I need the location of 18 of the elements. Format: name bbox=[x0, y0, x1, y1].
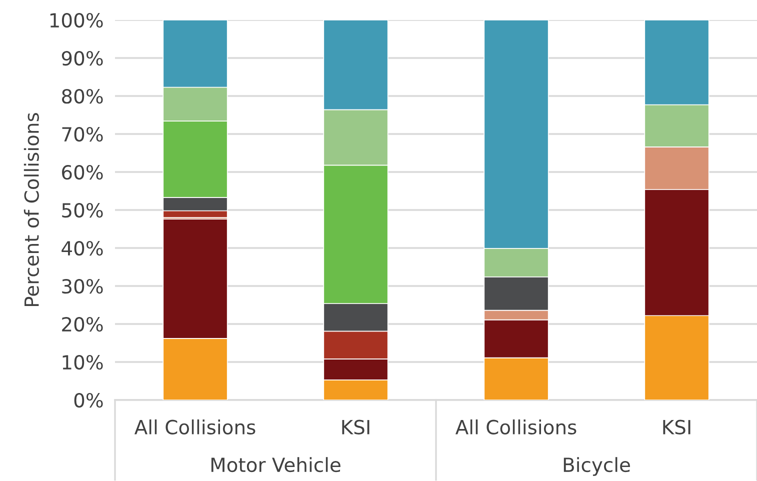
y-tick-label: 10% bbox=[62, 354, 103, 370]
y-tick-label: 80% bbox=[62, 88, 103, 104]
y-tick-label: 20% bbox=[62, 316, 103, 332]
x-tick-label: KSI bbox=[663, 420, 690, 434]
y-tick-label: 0% bbox=[74, 392, 103, 408]
x-tick-label: KSI bbox=[342, 420, 370, 434]
y-tick-label: 60% bbox=[62, 164, 103, 180]
y-tick-label: 50% bbox=[62, 202, 103, 218]
text: Bicycle bbox=[564, 457, 630, 476]
y-tick-label: 100% bbox=[50, 12, 103, 28]
y-tick-label: 70% bbox=[62, 126, 103, 142]
y-axis-title: Percent of Collisions bbox=[24, 113, 39, 306]
text: Motor Vehicle bbox=[211, 457, 340, 472]
y-tick-label: 40% bbox=[62, 240, 103, 256]
y-tick-label: 30% bbox=[62, 278, 103, 294]
y-tick-label: 90% bbox=[62, 50, 103, 66]
x-tick-label: All Collisions bbox=[134, 419, 256, 434]
x-tick-label: All Collisions bbox=[455, 419, 576, 434]
